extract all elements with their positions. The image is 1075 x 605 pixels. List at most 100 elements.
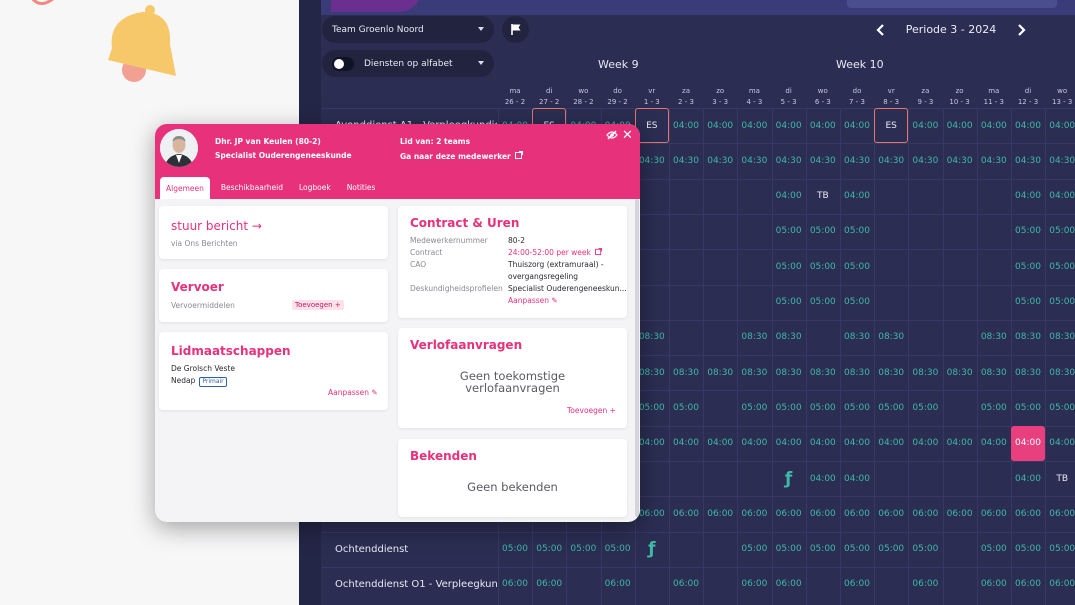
shift-cell[interactable]: 05:00: [772, 532, 806, 567]
shift-cell[interactable]: 04:00: [703, 426, 737, 461]
shift-cell[interactable]: 05:00: [1011, 285, 1045, 320]
shift-cell[interactable]: 06:00: [669, 496, 703, 531]
shift-cell[interactable]: 04:00: [1045, 179, 1075, 214]
shift-cell[interactable]: 04:00: [840, 108, 874, 143]
shift-cell[interactable]: 04:00: [1011, 108, 1045, 143]
shift-cell[interactable]: 05:00: [601, 532, 635, 567]
shift-cell[interactable]: 05:00: [1011, 532, 1045, 567]
shift-cell[interactable]: 05:00: [1045, 532, 1075, 567]
shift-cell[interactable]: 08:30: [977, 320, 1011, 355]
shift-cell[interactable]: 08:30: [840, 320, 874, 355]
shift-cell[interactable]: 08:30: [874, 355, 908, 390]
shift-cell[interactable]: 08:30: [772, 320, 806, 355]
shift-cell[interactable]: 04:00: [943, 108, 977, 143]
shift-cell[interactable]: 04:00: [1045, 426, 1075, 461]
shift-cell[interactable]: 08:30: [840, 355, 874, 390]
shift-cell[interactable]: 04:00: [806, 108, 840, 143]
add-leave-button[interactable]: Toevoegen +: [567, 406, 616, 415]
close-icon[interactable]: ✕: [622, 129, 633, 143]
shift-cell[interactable]: 05:00: [1011, 390, 1045, 425]
chevron-right-icon[interactable]: [1016, 24, 1026, 36]
shift-cell[interactable]: 04:00: [840, 461, 874, 496]
shift-cell[interactable]: 05:00: [874, 532, 908, 567]
shift-cell[interactable]: 05:00: [772, 214, 806, 249]
shift-cell[interactable]: 04:00: [772, 179, 806, 214]
shift-cell[interactable]: 08:30: [1011, 320, 1045, 355]
shift-cell[interactable]: 04:30: [840, 143, 874, 178]
shift-cell[interactable]: 04:00: [737, 426, 771, 461]
shift-cell[interactable]: 06:00: [874, 496, 908, 531]
sort-toggle-control[interactable]: Diensten op alfabet: [322, 50, 494, 77]
shift-cell[interactable]: 08:30: [669, 355, 703, 390]
shift-cell[interactable]: 05:00: [737, 390, 771, 425]
shift-cell[interactable]: 05:00: [1045, 390, 1075, 425]
shift-cell[interactable]: 05:00: [840, 285, 874, 320]
shift-cell[interactable]: 05:00: [1011, 214, 1045, 249]
shift-cell[interactable]: 05:00: [840, 214, 874, 249]
shift-cell[interactable]: 06:00: [1011, 567, 1045, 602]
shift-cell[interactable]: 04:00: [772, 426, 806, 461]
shift-cell[interactable]: ES: [874, 108, 908, 143]
shift-cell[interactable]: 08:30: [703, 355, 737, 390]
shift-cell[interactable]: 04:00: [977, 108, 1011, 143]
add-transport-button[interactable]: Toevoegen +: [292, 300, 344, 310]
shift-cell[interactable]: 05:00: [772, 285, 806, 320]
shift-cell[interactable]: 08:30: [1045, 320, 1075, 355]
shift-cell[interactable]: 05:00: [1011, 249, 1045, 284]
shift-cell[interactable]: 08:30: [806, 355, 840, 390]
shift-cell[interactable]: 06:00: [737, 496, 771, 531]
shift-cell[interactable]: 08:30: [1011, 355, 1045, 390]
shift-cell[interactable]: 04:00: [806, 461, 840, 496]
shift-cell[interactable]: 06:00: [908, 567, 942, 602]
chevron-left-icon[interactable]: [876, 24, 886, 36]
shift-cell[interactable]: 05:00: [977, 390, 1011, 425]
shift-cell[interactable]: 05:00: [1045, 214, 1075, 249]
edit-memberships-link[interactable]: Aanpassen ✎: [328, 388, 378, 397]
shift-cell[interactable]: 04:30: [943, 143, 977, 178]
shift-cell[interactable]: 04:00: [874, 426, 908, 461]
shift-cell[interactable]: 05:00: [840, 532, 874, 567]
shift-cell[interactable]: 04:30: [806, 143, 840, 178]
function-marker-cell[interactable]: ƒ: [635, 532, 669, 567]
shift-cell[interactable]: 08:30: [1045, 355, 1075, 390]
tab-algemeen[interactable]: Algemeen: [159, 176, 211, 199]
shift-cell[interactable]: TB: [1045, 461, 1075, 496]
shift-cell[interactable]: 04:30: [772, 143, 806, 178]
hide-eye-icon[interactable]: [606, 130, 618, 140]
tab-notities[interactable]: Notities: [341, 176, 382, 199]
shift-cell[interactable]: 05:00: [1045, 249, 1075, 284]
shift-cell[interactable]: 04:00: [772, 108, 806, 143]
shift-cell[interactable]: 05:00: [806, 285, 840, 320]
shift-cell[interactable]: 06:00: [532, 567, 566, 602]
shift-cell[interactable]: 06:00: [840, 496, 874, 531]
tab-beschikbaarheid[interactable]: Beschikbaarheid: [215, 176, 289, 199]
shift-cell[interactable]: 05:00: [566, 532, 600, 567]
team-select[interactable]: Team Groenlo Noord: [322, 16, 494, 43]
shift-row-label[interactable]: Ochtenddienst: [335, 544, 497, 555]
shift-cell[interactable]: 05:00: [806, 214, 840, 249]
shift-cell[interactable]: 06:00: [908, 496, 942, 531]
shift-cell[interactable]: 06:00: [498, 567, 532, 602]
shift-cell[interactable]: 06:00: [840, 567, 874, 602]
sort-toggle-switch[interactable]: [332, 57, 354, 71]
shift-cell[interactable]: 05:00: [1045, 285, 1075, 320]
shift-cell[interactable]: 05:00: [840, 249, 874, 284]
flag-button[interactable]: [502, 16, 529, 43]
shift-cell[interactable]: 06:00: [977, 496, 1011, 531]
shift-cell[interactable]: 05:00: [840, 390, 874, 425]
shift-cell[interactable]: 04:00: [806, 426, 840, 461]
shift-cell[interactable]: 04:00: [669, 108, 703, 143]
shift-cell[interactable]: 08:30: [943, 355, 977, 390]
goto-employee-link[interactable]: Ga naar deze medewerker: [400, 151, 523, 161]
shift-cell[interactable]: 04:00: [840, 179, 874, 214]
shift-cell[interactable]: 06:00: [977, 567, 1011, 602]
shift-cell[interactable]: 04:00: [1011, 179, 1045, 214]
shift-cell[interactable]: 06:00: [806, 496, 840, 531]
shift-cell[interactable]: 04:00: [1045, 108, 1075, 143]
shift-cell[interactable]: 04:30: [1011, 143, 1045, 178]
shift-cell[interactable]: 05:00: [806, 390, 840, 425]
shift-row-label[interactable]: Ochtenddienst O1 - Verpleegkundige: [335, 579, 497, 590]
shift-cell[interactable]: 05:00: [772, 249, 806, 284]
shift-cell[interactable]: 04:00: [669, 426, 703, 461]
shift-cell[interactable]: 04:30: [703, 143, 737, 178]
